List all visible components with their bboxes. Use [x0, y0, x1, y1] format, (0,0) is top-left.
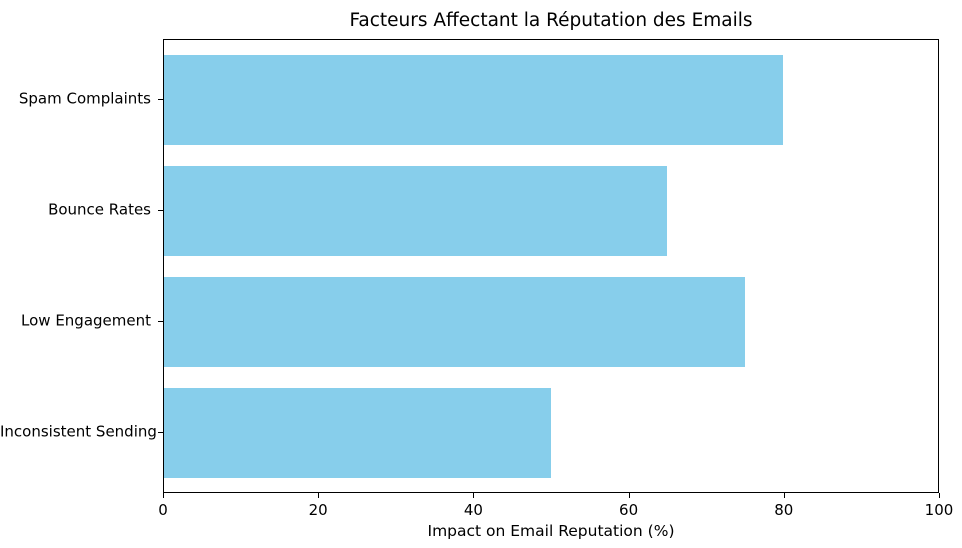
y-tick-label: Low Engagement [21, 311, 151, 330]
x-tick-label: 80 [774, 501, 794, 519]
y-tick-mark [158, 99, 163, 100]
x-tick-mark [628, 493, 630, 498]
x-tick-mark [783, 493, 785, 498]
chart-title: Facteurs Affectant la Réputation des Ema… [349, 10, 753, 31]
x-axis-label: Impact on Email Reputation (%) [427, 522, 675, 540]
x-tick-label: 40 [463, 501, 483, 519]
plot-area [163, 39, 939, 493]
y-tick-label: Bounce Rates [48, 200, 151, 219]
bar [164, 166, 668, 256]
y-tick-mark [158, 321, 163, 322]
y-tick-label: Inconsistent Sending [0, 422, 157, 441]
x-tick-mark [318, 493, 320, 498]
bar [164, 277, 745, 367]
y-tick-mark [158, 210, 163, 211]
bar [164, 55, 784, 145]
x-tick-label: 60 [619, 501, 639, 519]
x-tick-label: 20 [308, 501, 328, 519]
bar [164, 388, 551, 478]
y-tick-label: Spam Complaints [18, 89, 151, 108]
x-tick-mark [939, 493, 940, 498]
x-tick-label: 100 [924, 501, 954, 519]
y-tick-mark [158, 432, 163, 433]
x-tick-mark [473, 493, 475, 498]
x-tick-label: 0 [158, 501, 168, 519]
x-tick-mark [163, 493, 164, 498]
